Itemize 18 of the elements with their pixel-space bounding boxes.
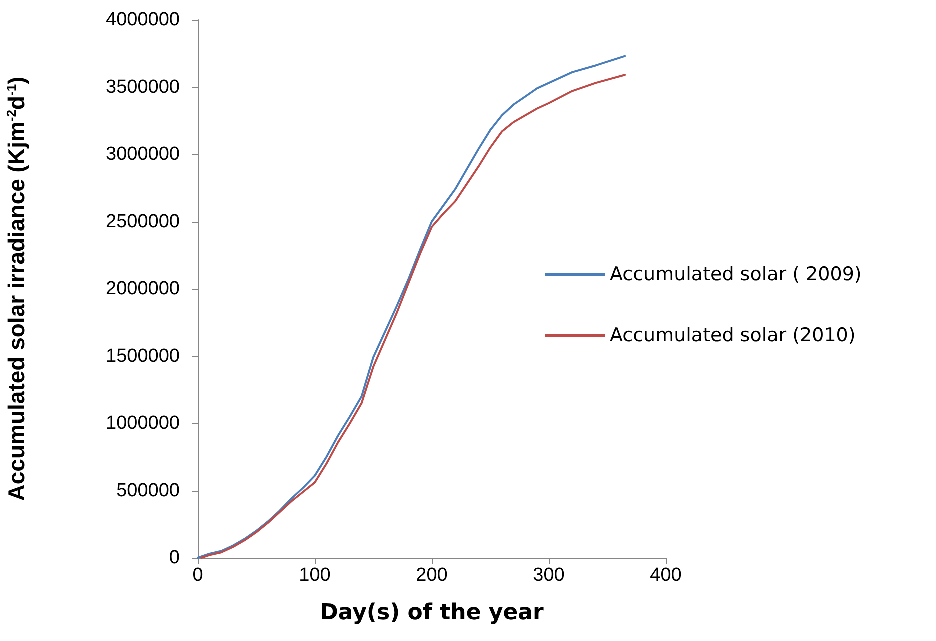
legend-label: Accumulated solar (2010) [610,324,856,346]
y-tick-label: 2000000 [106,278,180,300]
x-tick-label: 200 [416,565,448,586]
y-tick-label: 3000000 [106,144,180,165]
x-tick-label: 300 [533,565,565,586]
y-tick-label: 0 [169,548,180,568]
y-tick-label: 2500000 [106,211,180,232]
x-tick-label: 100 [299,565,331,586]
y-tick-label: 3500000 [106,76,180,98]
x-tick-label: 400 [650,565,682,586]
x-tick-label: 0 [192,565,204,586]
x-axis-title: Day(s) of the year [320,600,544,626]
y-tick-label: 4000000 [106,10,180,30]
y-tick-label: 1500000 [106,346,180,367]
legend-label: Accumulated solar ( 2009) [610,264,862,286]
y-tick-label: 1000000 [106,413,180,434]
y-axis-title: Accumulated solar irradiance (Kjm-2d-1) [4,76,30,502]
y-tick-label: 500000 [116,480,180,502]
